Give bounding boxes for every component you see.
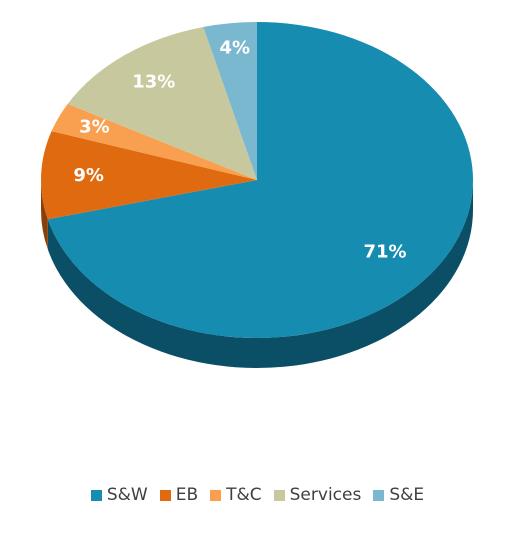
data-label-s-e: 4% [220,37,251,58]
pie-side-s-w [47,180,473,368]
pie-plot-area: 71% 9% 3% 13% 4% [40,22,473,368]
legend-item-eb: EB [159,485,199,505]
legend-item-s-w: S&W [90,485,148,505]
legend-swatch [210,489,222,501]
legend-label: Services [289,485,362,505]
legend-label: S&W [106,485,148,505]
pie-slice-s-w [47,22,473,338]
legend-swatch [373,489,385,501]
data-label-s-w: 71% [363,242,406,263]
data-label-eb: 9% [73,165,104,186]
data-label-t-c: 3% [79,116,110,137]
legend-label: T&C [226,485,262,505]
legend-swatch [273,489,285,501]
pie-slice-t-c [51,103,257,180]
legend-swatch [159,489,171,501]
pie-slice-services [67,26,257,180]
data-label-services: 13% [132,72,175,93]
legend-label: EB [175,485,199,505]
pie-slice-eb [40,131,257,220]
pie-side-eb [41,180,48,250]
legend-label: S&E [389,485,425,505]
pie-slice-s-e [203,22,257,180]
legend-item-s-e: S&E [373,485,424,505]
legend-swatch [90,489,102,501]
pie-side-walls [41,180,473,368]
legend: S&W EB T&C Services S&E [0,485,515,505]
legend-item-t-c: T&C [210,485,262,505]
legend-item-services: Services [273,485,362,505]
